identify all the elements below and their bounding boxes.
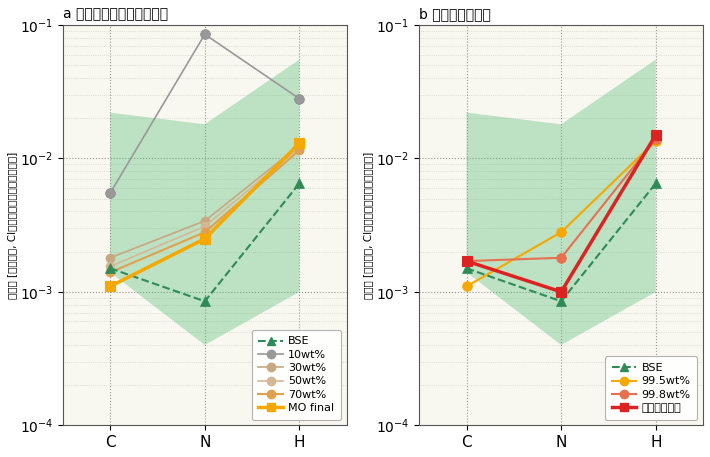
Polygon shape (110, 59, 300, 345)
Legend: BSE, 10wt%, 30wt%, 50wt%, 70wt%, MO final: BSE, 10wt%, 30wt%, 50wt%, 70wt%, MO fina… (251, 330, 341, 420)
Legend: BSE, 99.5wt%, 99.8wt%, 全集積完了時: BSE, 99.5wt%, 99.8wt%, 全集積完了時 (605, 356, 697, 420)
Y-axis label: 存在量 [地球質量, CIコンドライト組成で規格化]: 存在量 [地球質量, CIコンドライト組成で規格化] (7, 151, 17, 299)
Text: a マグマオーシャン形成期: a マグマオーシャン形成期 (63, 7, 168, 21)
Y-axis label: 存在量 [地球質量, CIコンドライト組成で規格化]: 存在量 [地球質量, CIコンドライト組成で規格化] (364, 151, 373, 299)
Text: b 後期天体集積期: b 後期天体集積期 (420, 7, 491, 21)
Polygon shape (466, 59, 656, 345)
